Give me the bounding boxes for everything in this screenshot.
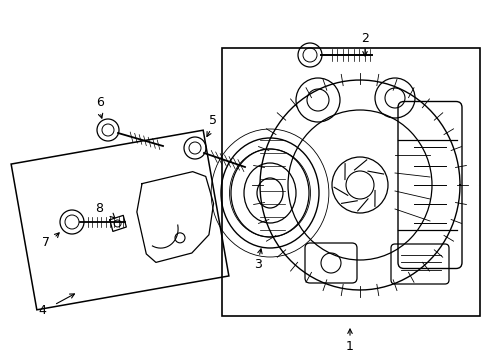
Text: 3: 3 xyxy=(254,258,262,271)
Text: 8: 8 xyxy=(95,202,103,215)
Text: 7: 7 xyxy=(42,237,50,249)
Text: 2: 2 xyxy=(360,31,368,45)
Text: 1: 1 xyxy=(346,339,353,352)
Text: 5: 5 xyxy=(208,113,217,126)
Text: 4: 4 xyxy=(38,303,46,316)
Bar xyxy=(222,48,479,316)
Text: 6: 6 xyxy=(96,96,104,109)
